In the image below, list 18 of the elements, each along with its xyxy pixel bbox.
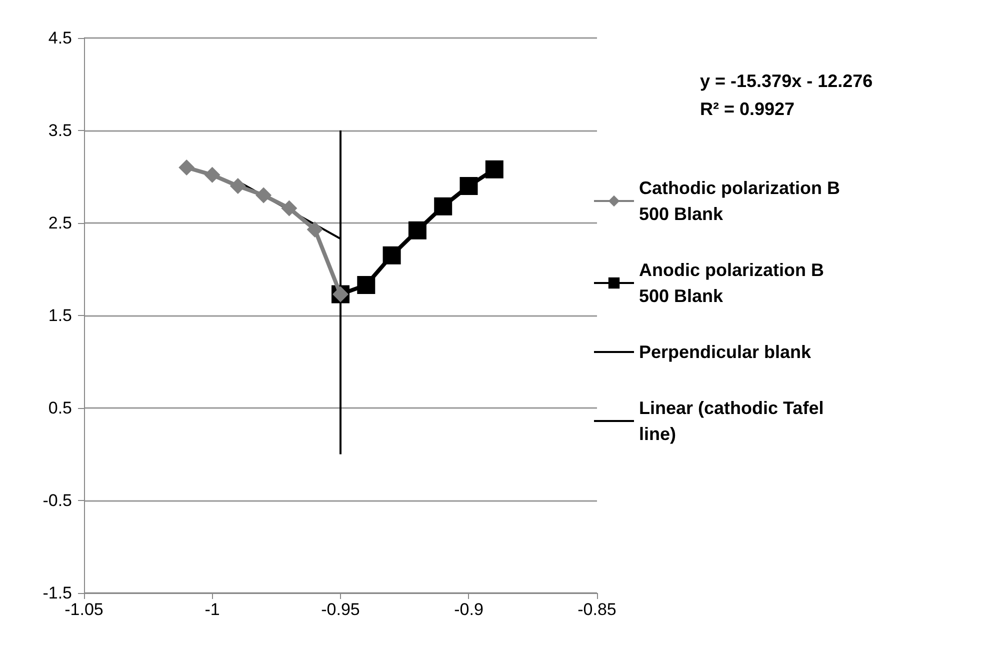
legend-label: Cathodic polarization B 500 Blank bbox=[639, 178, 846, 224]
legend-label: Perpendicular blank bbox=[639, 342, 812, 362]
x-tick-label: -0.85 bbox=[578, 600, 616, 619]
legend-label: Linear (cathodic Tafel line) bbox=[639, 398, 829, 444]
y-tick-label: 0.5 bbox=[48, 398, 72, 418]
x-tick-label: -1.05 bbox=[64, 600, 104, 619]
y-tick-label: 2.5 bbox=[48, 214, 72, 232]
x-tick-label: -0.95 bbox=[321, 600, 360, 619]
x-tick-label: -1 bbox=[204, 600, 220, 619]
y-tick-label: 4.5 bbox=[48, 28, 72, 48]
text: y = -15.379x - 12.276 bbox=[700, 71, 873, 91]
legend-label: Anodic polarization B 500 Blank bbox=[639, 260, 830, 306]
text: R² = 0.9927 bbox=[700, 99, 795, 119]
y-tick-label: -1.5 bbox=[42, 584, 72, 602]
y-tick-label: 3.5 bbox=[48, 121, 72, 140]
x-tick-label: -0.9 bbox=[454, 600, 484, 619]
y-tick-label: 1.5 bbox=[48, 306, 72, 325]
y-tick-label: -0.5 bbox=[42, 491, 72, 510]
